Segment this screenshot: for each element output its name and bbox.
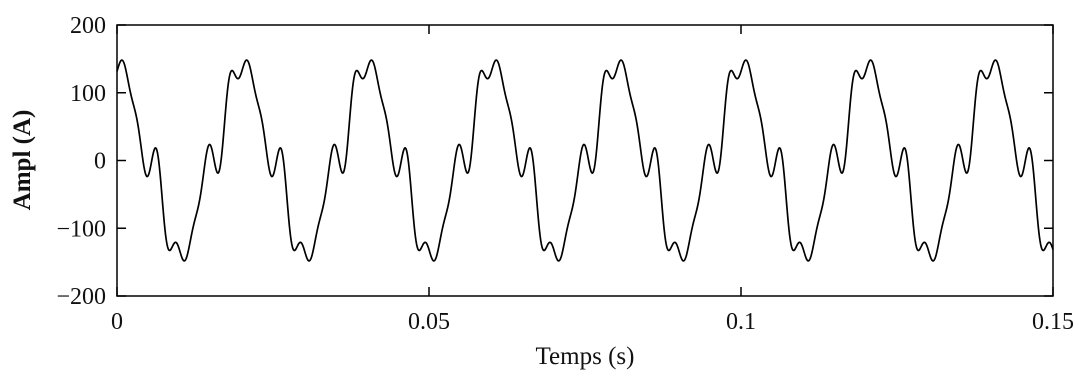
x-tick-label: 0.1 [726, 309, 756, 335]
y-tick-label: −100 [56, 216, 106, 242]
y-tick-label: 0 [94, 149, 106, 175]
y-axis-label: Ampl (A) [9, 110, 36, 211]
x-tick-label: 0.15 [1032, 309, 1074, 335]
y-tick-label: 200 [70, 13, 106, 39]
y-tick-label: 100 [70, 81, 106, 107]
x-tick-label: 0 [111, 309, 123, 335]
current-waveform-line [116, 59, 1054, 262]
plot-frame [116, 24, 1054, 297]
axis-ticks [116, 24, 1054, 297]
x-axis-label: Temps (s) [536, 343, 635, 370]
tick-labels: 0 0.05 0.1 0.15 200 100 0 −100 −200 [56, 13, 1074, 335]
y-tick-label: −200 [56, 284, 106, 310]
x-tick-label: 0.05 [408, 309, 450, 335]
